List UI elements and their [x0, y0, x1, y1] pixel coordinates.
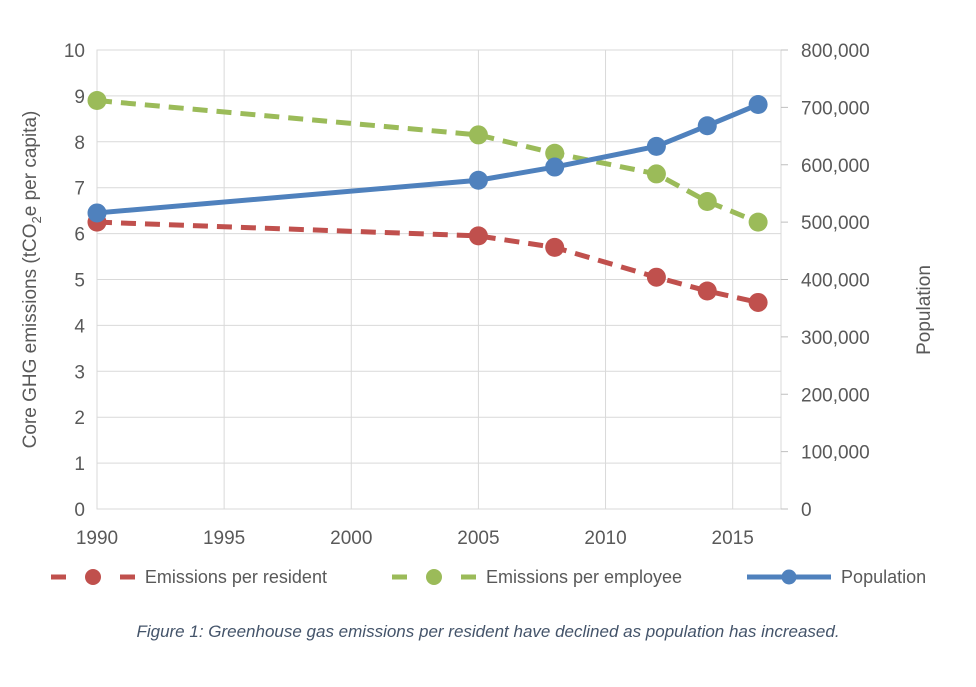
- data-point: [545, 157, 565, 177]
- data-point: [468, 226, 488, 246]
- solid-line-marker-icon: [747, 569, 832, 585]
- series-emissions-per-resident: [87, 212, 768, 312]
- ghg-population-chart: 0 1 2 3 4 5 6 7 8 9 10 0 100,000 200,000 300,000 400,00…: [20, 41, 935, 549]
- data-point: [697, 191, 717, 211]
- left-axis-tick-label: 4: [74, 316, 85, 337]
- data-point: [646, 164, 666, 184]
- data-point: [646, 267, 666, 287]
- legend-label: Emissions per resident: [144, 566, 327, 587]
- dashed-line-marker-icon: [391, 569, 476, 585]
- left-axis-tick-label: 5: [74, 271, 85, 292]
- left-axis-tick-label: 1: [74, 454, 85, 475]
- x-axis-tick-label: 2005: [457, 528, 499, 549]
- right-axis-tick-label: 200,000: [801, 385, 870, 406]
- data-point: [748, 292, 768, 312]
- series-line: [96, 102, 760, 216]
- data-point: [87, 203, 107, 223]
- chart-legend: Emissions per resident Emissions per empl…: [0, 560, 976, 594]
- left-axis-tick-label: 2: [74, 408, 85, 429]
- x-axis-tick-label: 1990: [76, 528, 118, 549]
- data-point: [468, 125, 488, 145]
- right-axis-tick-label: 300,000: [801, 328, 870, 349]
- right-axis-tick-label: 0: [801, 500, 812, 521]
- data-point: [748, 95, 768, 115]
- data-point: [87, 90, 107, 110]
- legend-item-emissions-per-employee: Emissions per employee: [391, 567, 682, 588]
- legend-label: Emissions per employee: [485, 566, 683, 587]
- data-point: [545, 143, 565, 163]
- dashed-line-marker-icon: [50, 569, 135, 585]
- x-axis-tick-label: 2000: [330, 528, 372, 549]
- legend-label: Population: [841, 566, 927, 587]
- right-axis-tick-label: 100,000: [801, 443, 870, 464]
- legend-item-emissions-per-resident: Emissions per resident: [50, 567, 327, 588]
- data-point: [646, 136, 666, 156]
- left-axis-tick-label: 3: [74, 362, 85, 383]
- x-axis-tick-label: 1995: [203, 528, 245, 549]
- right-axis-ticks: [781, 49, 788, 510]
- left-axis-tick-label: 8: [74, 133, 85, 154]
- legend-item-population: Population: [746, 567, 926, 588]
- data-point: [748, 212, 768, 232]
- right-axis-tick-label: 500,000: [801, 213, 870, 234]
- data-point: [697, 116, 717, 136]
- right-axis-title: Population: [914, 265, 935, 355]
- left-axis-tick-label: 9: [74, 87, 85, 108]
- left-axis-title: Core GHG emissions (tCO2e per capita): [20, 111, 44, 449]
- data-point: [697, 281, 717, 301]
- left-axis-tick-label: 0: [74, 500, 85, 521]
- x-axis-tick-label: 2015: [712, 528, 754, 549]
- series-emissions-per-employee: [87, 90, 768, 232]
- data-point: [468, 170, 488, 190]
- data-point: [545, 237, 565, 257]
- left-axis-tick-label: 6: [74, 225, 85, 246]
- x-axis-tick-label: 2010: [584, 528, 626, 549]
- right-axis-tick-label: 700,000: [801, 98, 870, 119]
- right-axis-tick-label: 600,000: [801, 156, 870, 177]
- series-population: [87, 95, 768, 223]
- gridlines: [96, 49, 782, 510]
- axis-tick-labels: 0 1 2 3 4 5 6 7 8 9 10 0 100,000 200,000 300,000 400,00…: [64, 41, 870, 549]
- left-axis-tick-label: 7: [74, 179, 85, 200]
- right-axis-tick-label: 800,000: [801, 41, 870, 62]
- series-line: [96, 219, 759, 305]
- right-axis-tick-label: 400,000: [801, 271, 870, 292]
- figure-caption: Figure 1: Greenhouse gas emissions per r…: [136, 622, 840, 641]
- left-axis-tick-label: 10: [64, 41, 85, 62]
